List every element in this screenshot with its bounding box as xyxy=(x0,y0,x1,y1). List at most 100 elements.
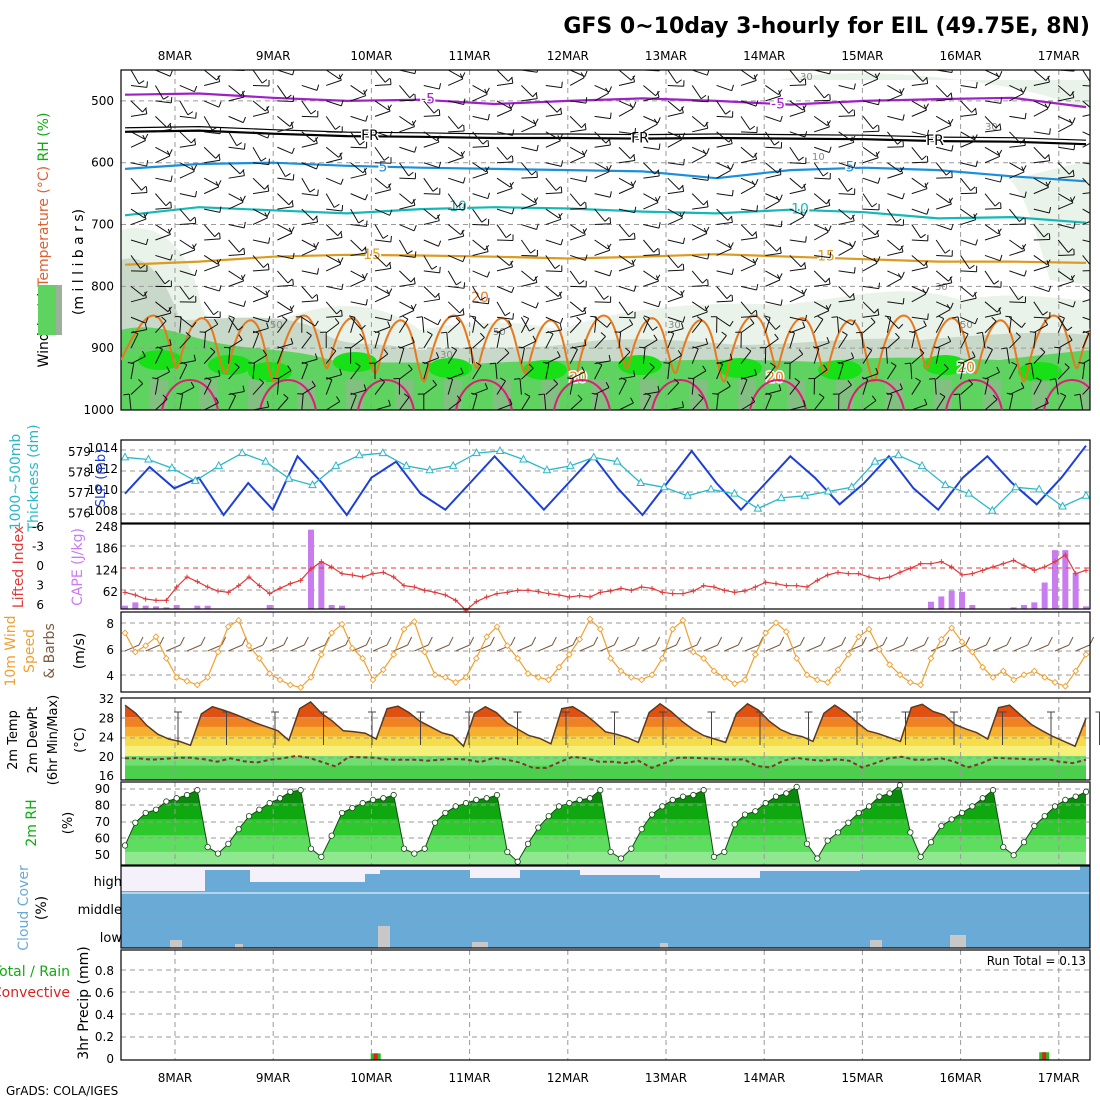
barb-flag xyxy=(584,254,588,261)
barb-flag xyxy=(774,141,780,146)
cape-bar xyxy=(928,601,934,609)
barb-flag xyxy=(939,393,946,398)
wind-barb xyxy=(984,123,1002,133)
isotherm-label: -5 xyxy=(421,92,435,108)
barb-staff xyxy=(667,363,670,380)
barb-flag xyxy=(802,321,806,328)
rh-marker xyxy=(535,824,542,831)
barb-staff xyxy=(984,224,999,235)
lifted-index-marker xyxy=(566,594,572,600)
wind-barb xyxy=(740,100,759,107)
wind-barb xyxy=(618,259,635,272)
barb-flag xyxy=(798,156,804,161)
wind-barb xyxy=(179,100,194,116)
lifted-index-marker xyxy=(205,584,211,590)
wind-barb xyxy=(350,246,367,256)
wind-barb xyxy=(740,205,759,212)
wind-barb xyxy=(764,131,780,146)
barb-flag xyxy=(408,364,413,370)
wind-barb xyxy=(521,301,539,309)
barb-staff xyxy=(570,312,586,318)
barb-flag xyxy=(974,318,978,324)
wind-speed-marker xyxy=(751,651,759,658)
wind-barb xyxy=(228,248,246,256)
thickness-marker xyxy=(1034,484,1044,493)
wind-barb xyxy=(960,330,969,349)
wind-barb xyxy=(594,269,612,277)
wind-barb xyxy=(618,128,637,135)
barb-staff xyxy=(179,364,188,380)
barb-flag xyxy=(1073,222,1076,229)
barb-flag xyxy=(853,267,856,274)
barb-flag xyxy=(194,269,198,276)
wind-barb xyxy=(155,201,172,210)
wind-barb xyxy=(155,150,171,164)
barb-staff xyxy=(936,70,953,73)
wind-barb xyxy=(663,362,670,380)
wind-barb xyxy=(496,234,514,242)
rh-shading xyxy=(121,70,1090,410)
barb-flag xyxy=(559,134,563,140)
barb-flag xyxy=(620,377,627,381)
barb-staff xyxy=(765,279,781,287)
barb-flag xyxy=(1044,103,1049,110)
barb-staff xyxy=(667,112,684,117)
barb-flag xyxy=(581,366,586,373)
convective-bar xyxy=(1042,1052,1047,1060)
barb-flag xyxy=(653,247,659,253)
wind-speed-marker xyxy=(421,648,429,656)
barb-flag xyxy=(292,70,295,76)
barb-staff xyxy=(423,298,440,303)
wind-barb xyxy=(911,377,921,395)
barb-staff xyxy=(228,239,240,253)
lifted-index-marker xyxy=(401,583,407,589)
barb-staff xyxy=(374,332,380,349)
wind-barb xyxy=(594,381,610,395)
barb-staff xyxy=(886,365,897,380)
thickness-marker xyxy=(519,454,528,463)
wind-speed-marker xyxy=(235,616,243,624)
barb-flag xyxy=(999,123,1002,130)
barb-flag xyxy=(776,274,781,281)
barb-staff xyxy=(740,224,753,237)
barb-flag xyxy=(627,310,634,316)
date-tick-top: 14MAR xyxy=(743,49,785,63)
cape-bar xyxy=(1072,572,1079,609)
wind-speed-marker xyxy=(286,681,294,689)
wind-barb xyxy=(545,177,561,191)
barb-staff xyxy=(203,224,216,237)
barb-staff xyxy=(594,115,611,120)
barb-flag xyxy=(1072,301,1076,308)
barb-staff xyxy=(1033,255,1048,266)
thickness-marker xyxy=(167,463,177,472)
barb-staff xyxy=(399,70,416,75)
barb-flag xyxy=(504,348,510,354)
wind-barb xyxy=(252,212,268,225)
barb-staff xyxy=(545,113,562,117)
wind-barb xyxy=(1033,285,1052,293)
barb-staff xyxy=(228,270,243,281)
barb-flag xyxy=(313,243,317,249)
barb-flag xyxy=(681,401,685,408)
barb-staff xyxy=(1057,339,1073,349)
wind-barb xyxy=(838,380,852,395)
wind-barb xyxy=(155,254,173,261)
barb-staff xyxy=(935,85,948,98)
barb-staff xyxy=(310,644,326,652)
barb-staff xyxy=(276,378,280,395)
barb-staff xyxy=(984,285,1002,288)
barb-flag xyxy=(943,363,949,369)
wind-barb xyxy=(277,200,294,210)
barb-staff xyxy=(642,347,646,364)
barb-flag xyxy=(315,241,320,248)
barb-staff xyxy=(252,217,268,225)
high-cloud-gap xyxy=(520,866,580,870)
wind-barb xyxy=(373,330,380,349)
barb-flag xyxy=(553,379,559,385)
barb-flag xyxy=(397,346,404,349)
barb-staff xyxy=(935,368,949,380)
axis-title-line: 2m DewPt xyxy=(26,707,41,774)
barb-flag xyxy=(189,216,196,222)
wind-barb xyxy=(1009,191,1027,198)
barb-flag xyxy=(532,119,537,126)
